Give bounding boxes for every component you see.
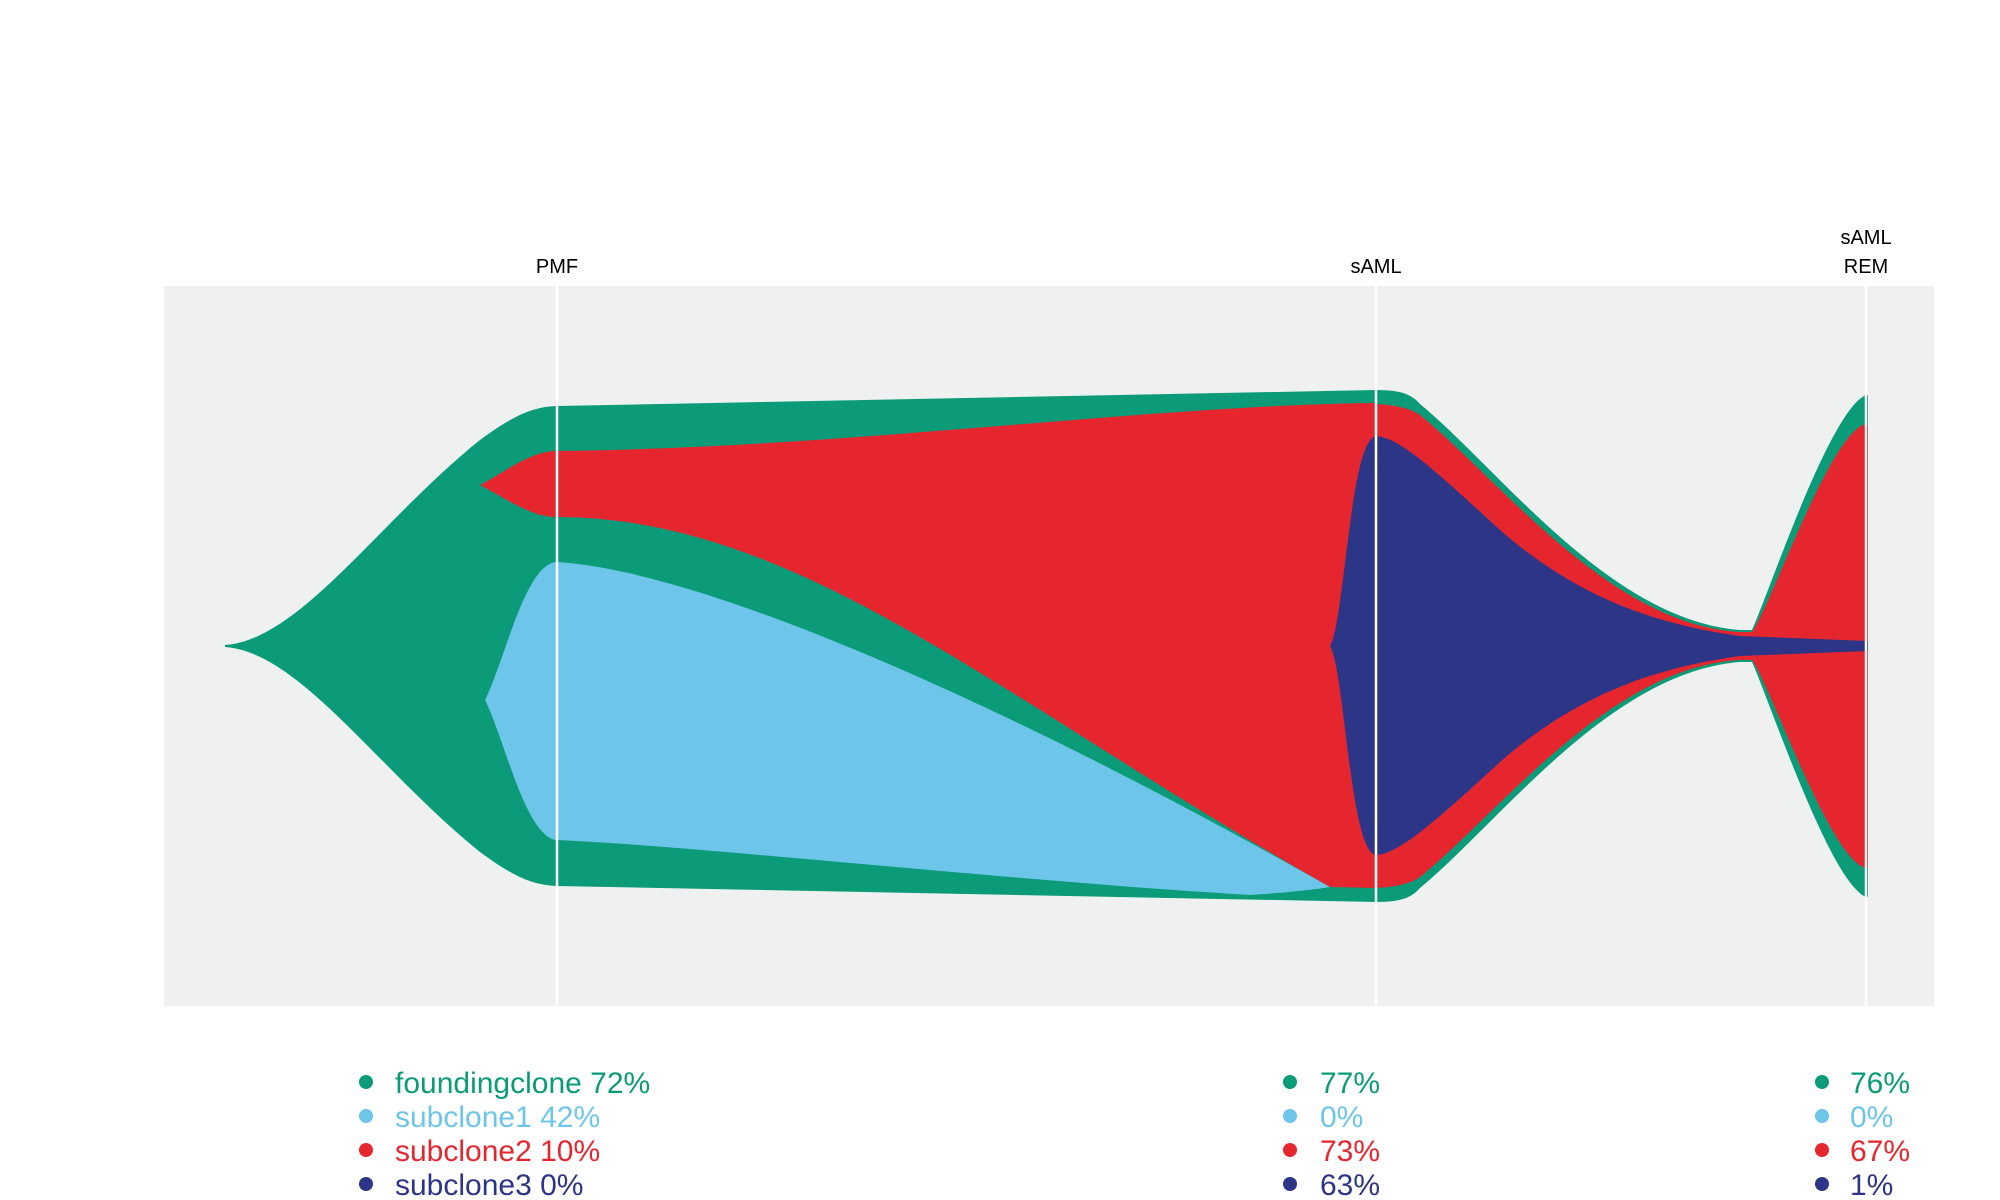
legend-label-subclone2: subclone2 10% bbox=[395, 1135, 600, 1168]
value-label-saml-rem-subclone2: 67% bbox=[1850, 1135, 1910, 1168]
clone-band-subclone2 bbox=[480, 403, 1868, 888]
value-label-saml-subclone2: 73% bbox=[1320, 1135, 1380, 1168]
value-label-saml-subclone3: 63% bbox=[1320, 1169, 1380, 1200]
clone-band-subclone1 bbox=[485, 562, 1330, 895]
value-marker-saml-foundingclone bbox=[1283, 1075, 1297, 1089]
value-marker-saml-subclone2 bbox=[1283, 1143, 1297, 1157]
value-marker-saml-rem-subclone2 bbox=[1815, 1143, 1829, 1157]
value-label-saml-rem-foundingclone: 76% bbox=[1850, 1067, 1910, 1100]
legend-column-3: 76% 0% 67% 1% bbox=[1815, 1067, 1910, 1200]
value-marker-saml-subclone1 bbox=[1283, 1109, 1297, 1123]
timepoint-label-saml-rem-line1: sAML bbox=[1840, 227, 1891, 249]
legend-marker-subclone3 bbox=[359, 1177, 373, 1191]
timepoint-label-saml: sAML bbox=[1350, 256, 1401, 278]
legend-marker-subclone2 bbox=[359, 1143, 373, 1157]
legend-label-subclone3: subclone3 0% bbox=[395, 1169, 583, 1200]
value-label-saml-rem-subclone3: 1% bbox=[1850, 1169, 1893, 1200]
timepoint-label-pmf: PMF bbox=[536, 256, 578, 278]
value-marker-saml-rem-subclone3 bbox=[1815, 1177, 1829, 1191]
legend-column-2: 77% 0% 73% 63% bbox=[1283, 1067, 1380, 1200]
clone-band-subclone3 bbox=[1330, 436, 1868, 855]
legend-marker-subclone1 bbox=[359, 1109, 373, 1123]
legend-column-1: foundingclone 72% subclone1 42% subclone… bbox=[359, 1067, 650, 1200]
value-label-saml-foundingclone: 77% bbox=[1320, 1067, 1380, 1100]
value-marker-saml-rem-subclone1 bbox=[1815, 1109, 1829, 1123]
legend-marker-foundingclone bbox=[359, 1075, 373, 1089]
value-label-saml-rem-subclone1: 0% bbox=[1850, 1101, 1893, 1134]
legend-label-foundingclone: foundingclone 72% bbox=[395, 1067, 650, 1100]
value-marker-saml-rem-foundingclone bbox=[1815, 1075, 1829, 1089]
legend-label-subclone1: subclone1 42% bbox=[395, 1101, 600, 1134]
value-label-saml-subclone1: 0% bbox=[1320, 1101, 1363, 1134]
timepoint-label-saml-rem-line2: REM bbox=[1844, 256, 1888, 278]
value-marker-saml-subclone3 bbox=[1283, 1177, 1297, 1191]
